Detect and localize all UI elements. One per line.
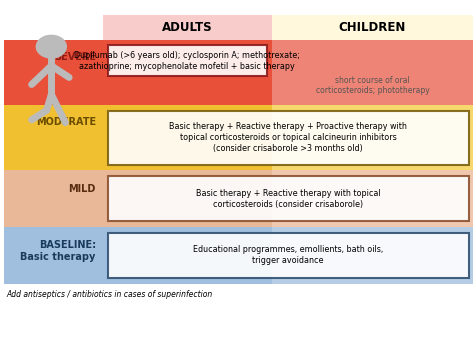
Bar <box>4 40 474 105</box>
Text: MILD: MILD <box>68 184 96 194</box>
Text: Dupilumab (>6 years old); cyclosporin A; methotrexate;
azathioprine; mycophenola: Dupilumab (>6 years old); cyclosporin A;… <box>74 51 300 71</box>
Text: SEVERE: SEVERE <box>54 52 96 62</box>
Text: BASELINE:
Basic therapy: BASELINE: Basic therapy <box>20 240 96 262</box>
Bar <box>272 15 474 40</box>
FancyBboxPatch shape <box>108 45 267 76</box>
Bar <box>272 227 474 284</box>
Bar <box>4 227 474 284</box>
Text: Educational programmes, emollients, bath oils,
trigger avoidance: Educational programmes, emollients, bath… <box>193 245 383 265</box>
FancyBboxPatch shape <box>108 233 469 278</box>
Text: short course of oral
corticosteroids; phototherapy: short course of oral corticosteroids; ph… <box>316 76 429 95</box>
FancyBboxPatch shape <box>108 111 469 165</box>
Text: MODERATE: MODERATE <box>36 118 96 127</box>
Text: CHILDREN: CHILDREN <box>339 21 406 34</box>
Bar <box>272 40 474 105</box>
Bar <box>4 170 474 227</box>
Text: Basic therapy + Reactive therapy + Proactive therapy with
topical corticosteroid: Basic therapy + Reactive therapy + Proac… <box>169 122 407 153</box>
Bar <box>103 15 272 40</box>
Text: ADULTS: ADULTS <box>162 21 213 34</box>
Bar <box>272 105 474 170</box>
Bar <box>4 105 474 170</box>
Bar <box>272 170 474 227</box>
Circle shape <box>36 36 66 58</box>
FancyBboxPatch shape <box>108 176 469 222</box>
Text: Add antiseptics / antibiotics in cases of superinfection: Add antiseptics / antibiotics in cases o… <box>7 290 213 299</box>
Text: Basic therapy + Reactive therapy with topical
corticosteroids (consider crisabor: Basic therapy + Reactive therapy with to… <box>196 189 381 209</box>
